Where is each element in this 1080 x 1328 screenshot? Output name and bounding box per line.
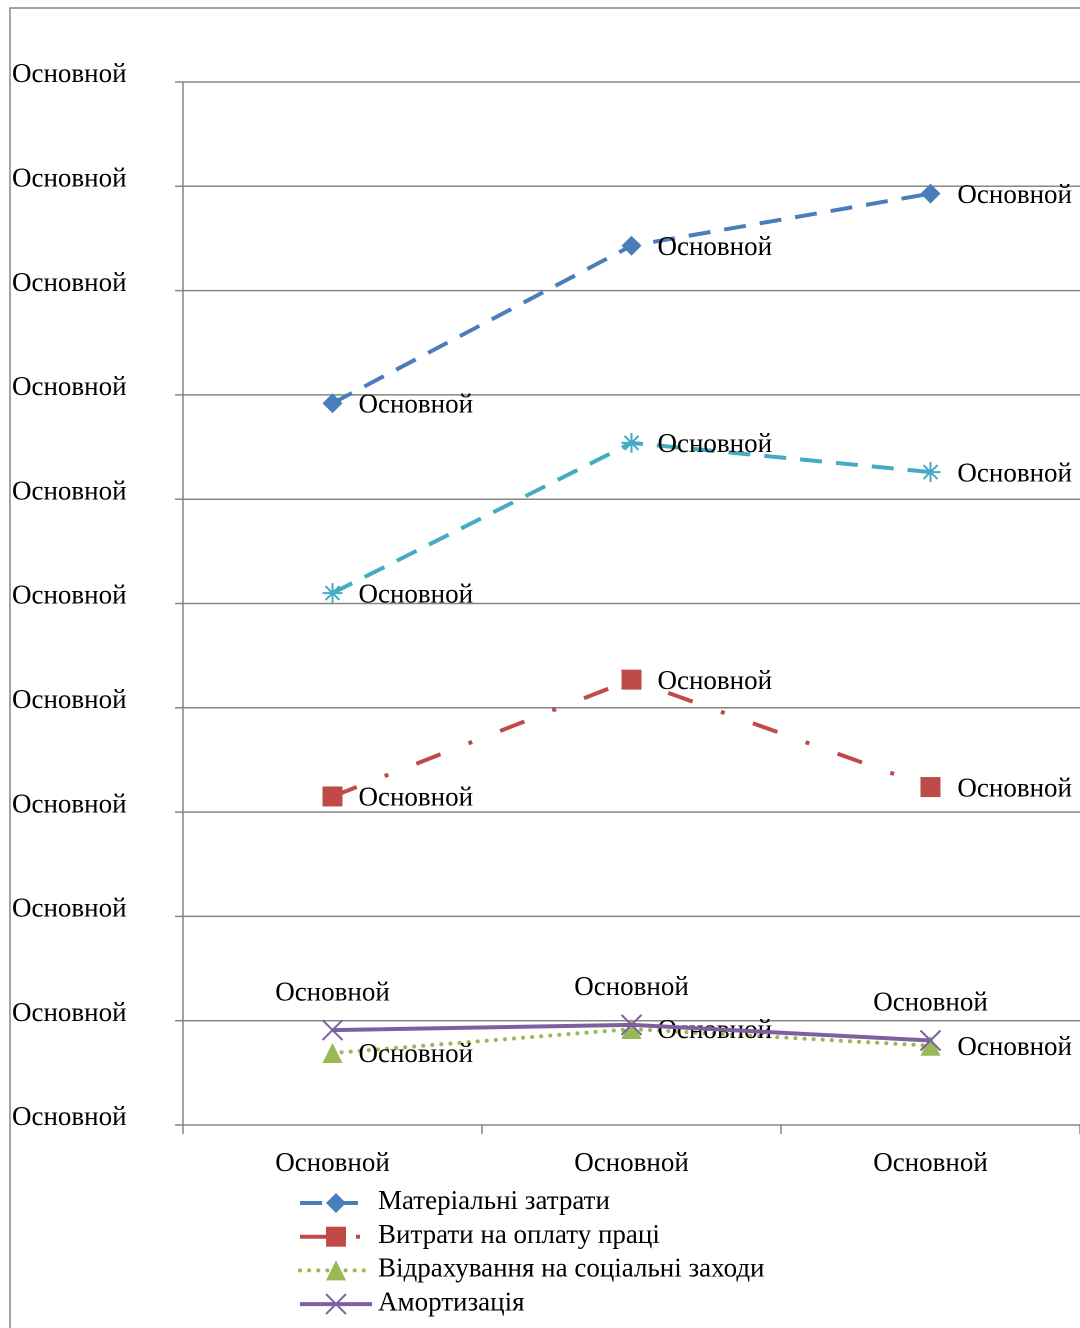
data-label: Основной <box>275 976 390 1006</box>
marker <box>621 235 642 256</box>
x-tick-label: Основной <box>873 1147 988 1177</box>
data-label: Основной <box>957 457 1072 487</box>
x-tick-label: Основной <box>275 1147 390 1177</box>
data-label: Основной <box>957 772 1072 802</box>
data-label: Основной <box>359 388 474 418</box>
x-tick-label: Основной <box>574 1147 689 1177</box>
y-tick-label: Основной <box>12 893 127 923</box>
legend-item: Матеріальні затрати <box>300 1185 610 1215</box>
marker <box>326 1260 346 1281</box>
legend-label: Відрахування на соціальні заходи <box>378 1253 765 1283</box>
marker <box>920 462 941 483</box>
y-tick-label: Основной <box>12 267 127 297</box>
y-tick-label: Основной <box>12 580 127 610</box>
marker <box>321 1019 344 1041</box>
legend-label: Витрати на оплату праці <box>378 1219 660 1249</box>
data-label: Основной <box>359 782 474 812</box>
series-line <box>331 440 931 595</box>
data-label: Основной <box>658 428 773 458</box>
marker <box>620 1014 643 1036</box>
legend-label: Матеріальні затрати <box>378 1185 610 1215</box>
data-label: Основной <box>359 1038 474 1068</box>
legend-label: Амортизація <box>378 1286 525 1316</box>
marker <box>322 786 343 807</box>
y-tick-label: Основной <box>12 475 127 505</box>
y-tick-label: Основной <box>12 163 127 193</box>
marker <box>322 1043 343 1064</box>
y-tick-label: Основной <box>12 1101 127 1131</box>
marker <box>621 432 642 453</box>
marker <box>920 777 941 798</box>
data-label: Основной <box>574 971 689 1001</box>
y-tick-label: Основной <box>12 58 127 88</box>
legend-item: Відрахування на соціальні заходи <box>298 1253 765 1283</box>
marker <box>919 1029 942 1052</box>
marker <box>621 1019 642 1040</box>
data-label: Основной <box>957 1031 1072 1061</box>
marker <box>326 1193 346 1213</box>
y-tick-label: Основной <box>12 997 127 1027</box>
y-tick-label: Основной <box>12 788 127 818</box>
legend-item: Амортизація <box>300 1286 525 1316</box>
y-tick-label: Основной <box>12 371 127 401</box>
chart-frame <box>9 7 1080 1328</box>
marker <box>322 393 343 414</box>
y-tick-label: Основной <box>12 684 127 714</box>
data-label: Основной <box>658 665 773 695</box>
marker <box>325 1293 347 1315</box>
marker <box>920 183 941 204</box>
series-line <box>331 191 931 406</box>
data-label: Основной <box>658 231 773 261</box>
marker <box>621 669 642 690</box>
series-line <box>331 677 932 799</box>
marker <box>920 1035 941 1056</box>
marker <box>322 583 343 604</box>
marker <box>326 1226 346 1247</box>
legend-item: Витрати на оплату праці <box>300 1219 660 1249</box>
data-label: Основной <box>873 987 988 1017</box>
data-label: Основной <box>359 578 474 608</box>
data-label: Основной <box>957 179 1072 209</box>
